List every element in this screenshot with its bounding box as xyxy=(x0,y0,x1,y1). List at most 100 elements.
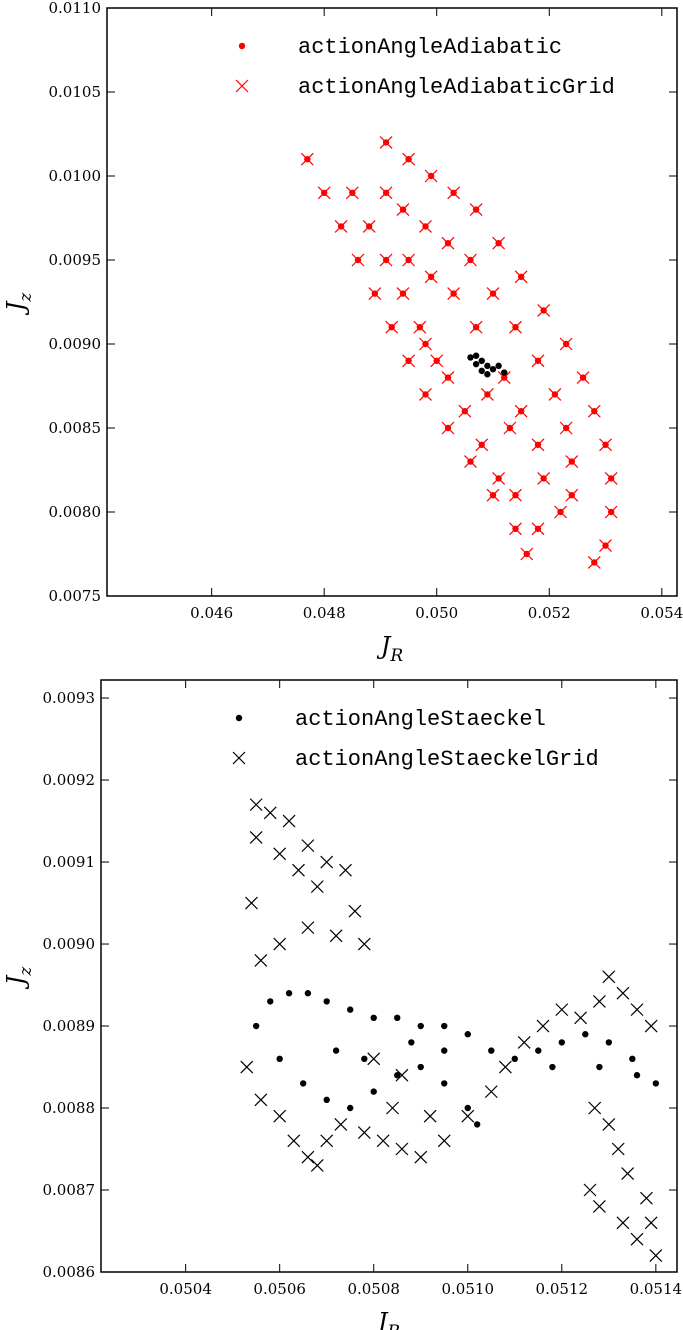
x-marker xyxy=(554,505,567,519)
x-marker xyxy=(441,421,455,435)
x-axis-label-main: J xyxy=(376,632,392,660)
x-marker xyxy=(464,253,477,267)
x-marker xyxy=(235,79,249,93)
dot-marker xyxy=(441,1047,448,1054)
dot-marker xyxy=(535,1047,542,1054)
dot-marker xyxy=(629,1055,636,1063)
dot-marker xyxy=(489,366,497,373)
x-marker xyxy=(240,1060,254,1074)
x-marker xyxy=(441,371,455,385)
x-marker xyxy=(395,1142,409,1156)
x-marker xyxy=(345,186,359,200)
x-marker xyxy=(357,1126,371,1140)
dot-marker xyxy=(394,1072,401,1079)
x-marker xyxy=(587,555,601,569)
x-marker xyxy=(599,539,612,553)
x-tick-label: 0.0514 xyxy=(630,1280,683,1298)
x-marker xyxy=(604,505,618,519)
x-marker xyxy=(273,1109,287,1123)
x-marker xyxy=(486,287,500,301)
x-marker xyxy=(611,1142,625,1156)
x-marker xyxy=(413,320,427,334)
x-marker xyxy=(484,1085,498,1099)
x-marker xyxy=(497,371,511,385)
plot-frame xyxy=(100,679,678,1273)
y-axis-label-main: J xyxy=(2,300,30,316)
x-marker xyxy=(310,880,324,894)
x-marker xyxy=(592,1199,606,1213)
x-axis-label-main: J xyxy=(373,1308,389,1330)
dot-marker xyxy=(285,990,293,997)
x-marker xyxy=(492,471,506,485)
y-tick-label: 0.0100 xyxy=(49,167,102,185)
x-marker xyxy=(339,863,352,877)
dot-marker xyxy=(408,1039,415,1046)
dot-marker xyxy=(478,357,485,364)
x-marker xyxy=(376,1134,390,1148)
x-marker xyxy=(509,488,522,502)
x-marker xyxy=(232,751,246,765)
x-tick-label: 0.046 xyxy=(190,604,233,622)
x-marker xyxy=(245,896,258,910)
y-axis-label: Jz xyxy=(2,966,36,991)
dot-marker xyxy=(472,352,480,359)
x-marker xyxy=(531,354,545,368)
legend-label: actionAngleAdiabatic xyxy=(298,35,562,60)
x-marker xyxy=(469,320,483,334)
x-marker xyxy=(604,471,618,485)
y-tick-label: 0.0105 xyxy=(49,83,102,101)
x-marker xyxy=(317,186,331,200)
y-tick-label: 0.0089 xyxy=(43,1017,96,1035)
dot-marker xyxy=(235,714,243,722)
x-marker xyxy=(464,455,477,469)
x-marker xyxy=(640,1191,653,1205)
x-marker xyxy=(503,421,517,435)
dot-marker xyxy=(276,1055,283,1063)
x-marker xyxy=(357,937,371,951)
dot-marker xyxy=(464,1031,471,1038)
x-marker xyxy=(480,387,494,401)
x-marker xyxy=(263,806,277,820)
x-marker xyxy=(583,1183,597,1197)
x-marker xyxy=(301,1150,315,1164)
x-marker xyxy=(537,471,551,485)
dot-marker xyxy=(484,371,491,378)
x-marker xyxy=(419,337,432,351)
x-marker xyxy=(602,1117,616,1131)
x-marker xyxy=(441,236,455,250)
x-marker xyxy=(565,488,579,502)
x-marker xyxy=(548,387,562,401)
y-tick-label: 0.0091 xyxy=(43,853,96,871)
dot-marker xyxy=(441,1022,448,1030)
dot-marker xyxy=(633,1072,641,1079)
x-marker xyxy=(367,1052,381,1066)
x-marker xyxy=(576,371,590,385)
x-tick-label: 0.0512 xyxy=(536,1280,589,1298)
dot-marker xyxy=(417,1063,424,1071)
dot-marker xyxy=(238,42,246,50)
x-marker xyxy=(574,1011,588,1025)
y-tick-label: 0.0088 xyxy=(43,1099,96,1117)
x-marker xyxy=(379,253,393,267)
x-axis-label-sub: R xyxy=(389,646,403,666)
x-marker xyxy=(320,855,334,869)
x-marker xyxy=(301,839,315,853)
x-marker xyxy=(559,421,573,435)
y-tick-label: 0.0075 xyxy=(49,587,102,605)
y-tick-label: 0.0087 xyxy=(43,1181,96,1199)
plot-frame xyxy=(106,7,678,597)
y-tick-label: 0.0086 xyxy=(43,1263,96,1281)
x-marker xyxy=(254,953,268,967)
dot-marker xyxy=(252,1022,260,1030)
y-axis-label-sub: z xyxy=(16,292,36,303)
x-marker xyxy=(430,354,444,368)
x-marker xyxy=(486,488,500,502)
x-marker xyxy=(402,253,416,267)
y-axis-label: Jz xyxy=(2,292,36,317)
x-tick-label: 0.052 xyxy=(528,604,571,622)
x-tick-label: 0.054 xyxy=(640,604,683,622)
dot-marker xyxy=(299,1080,307,1087)
x-tick-label: 0.050 xyxy=(415,604,458,622)
y-tick-label: 0.0090 xyxy=(49,335,102,353)
